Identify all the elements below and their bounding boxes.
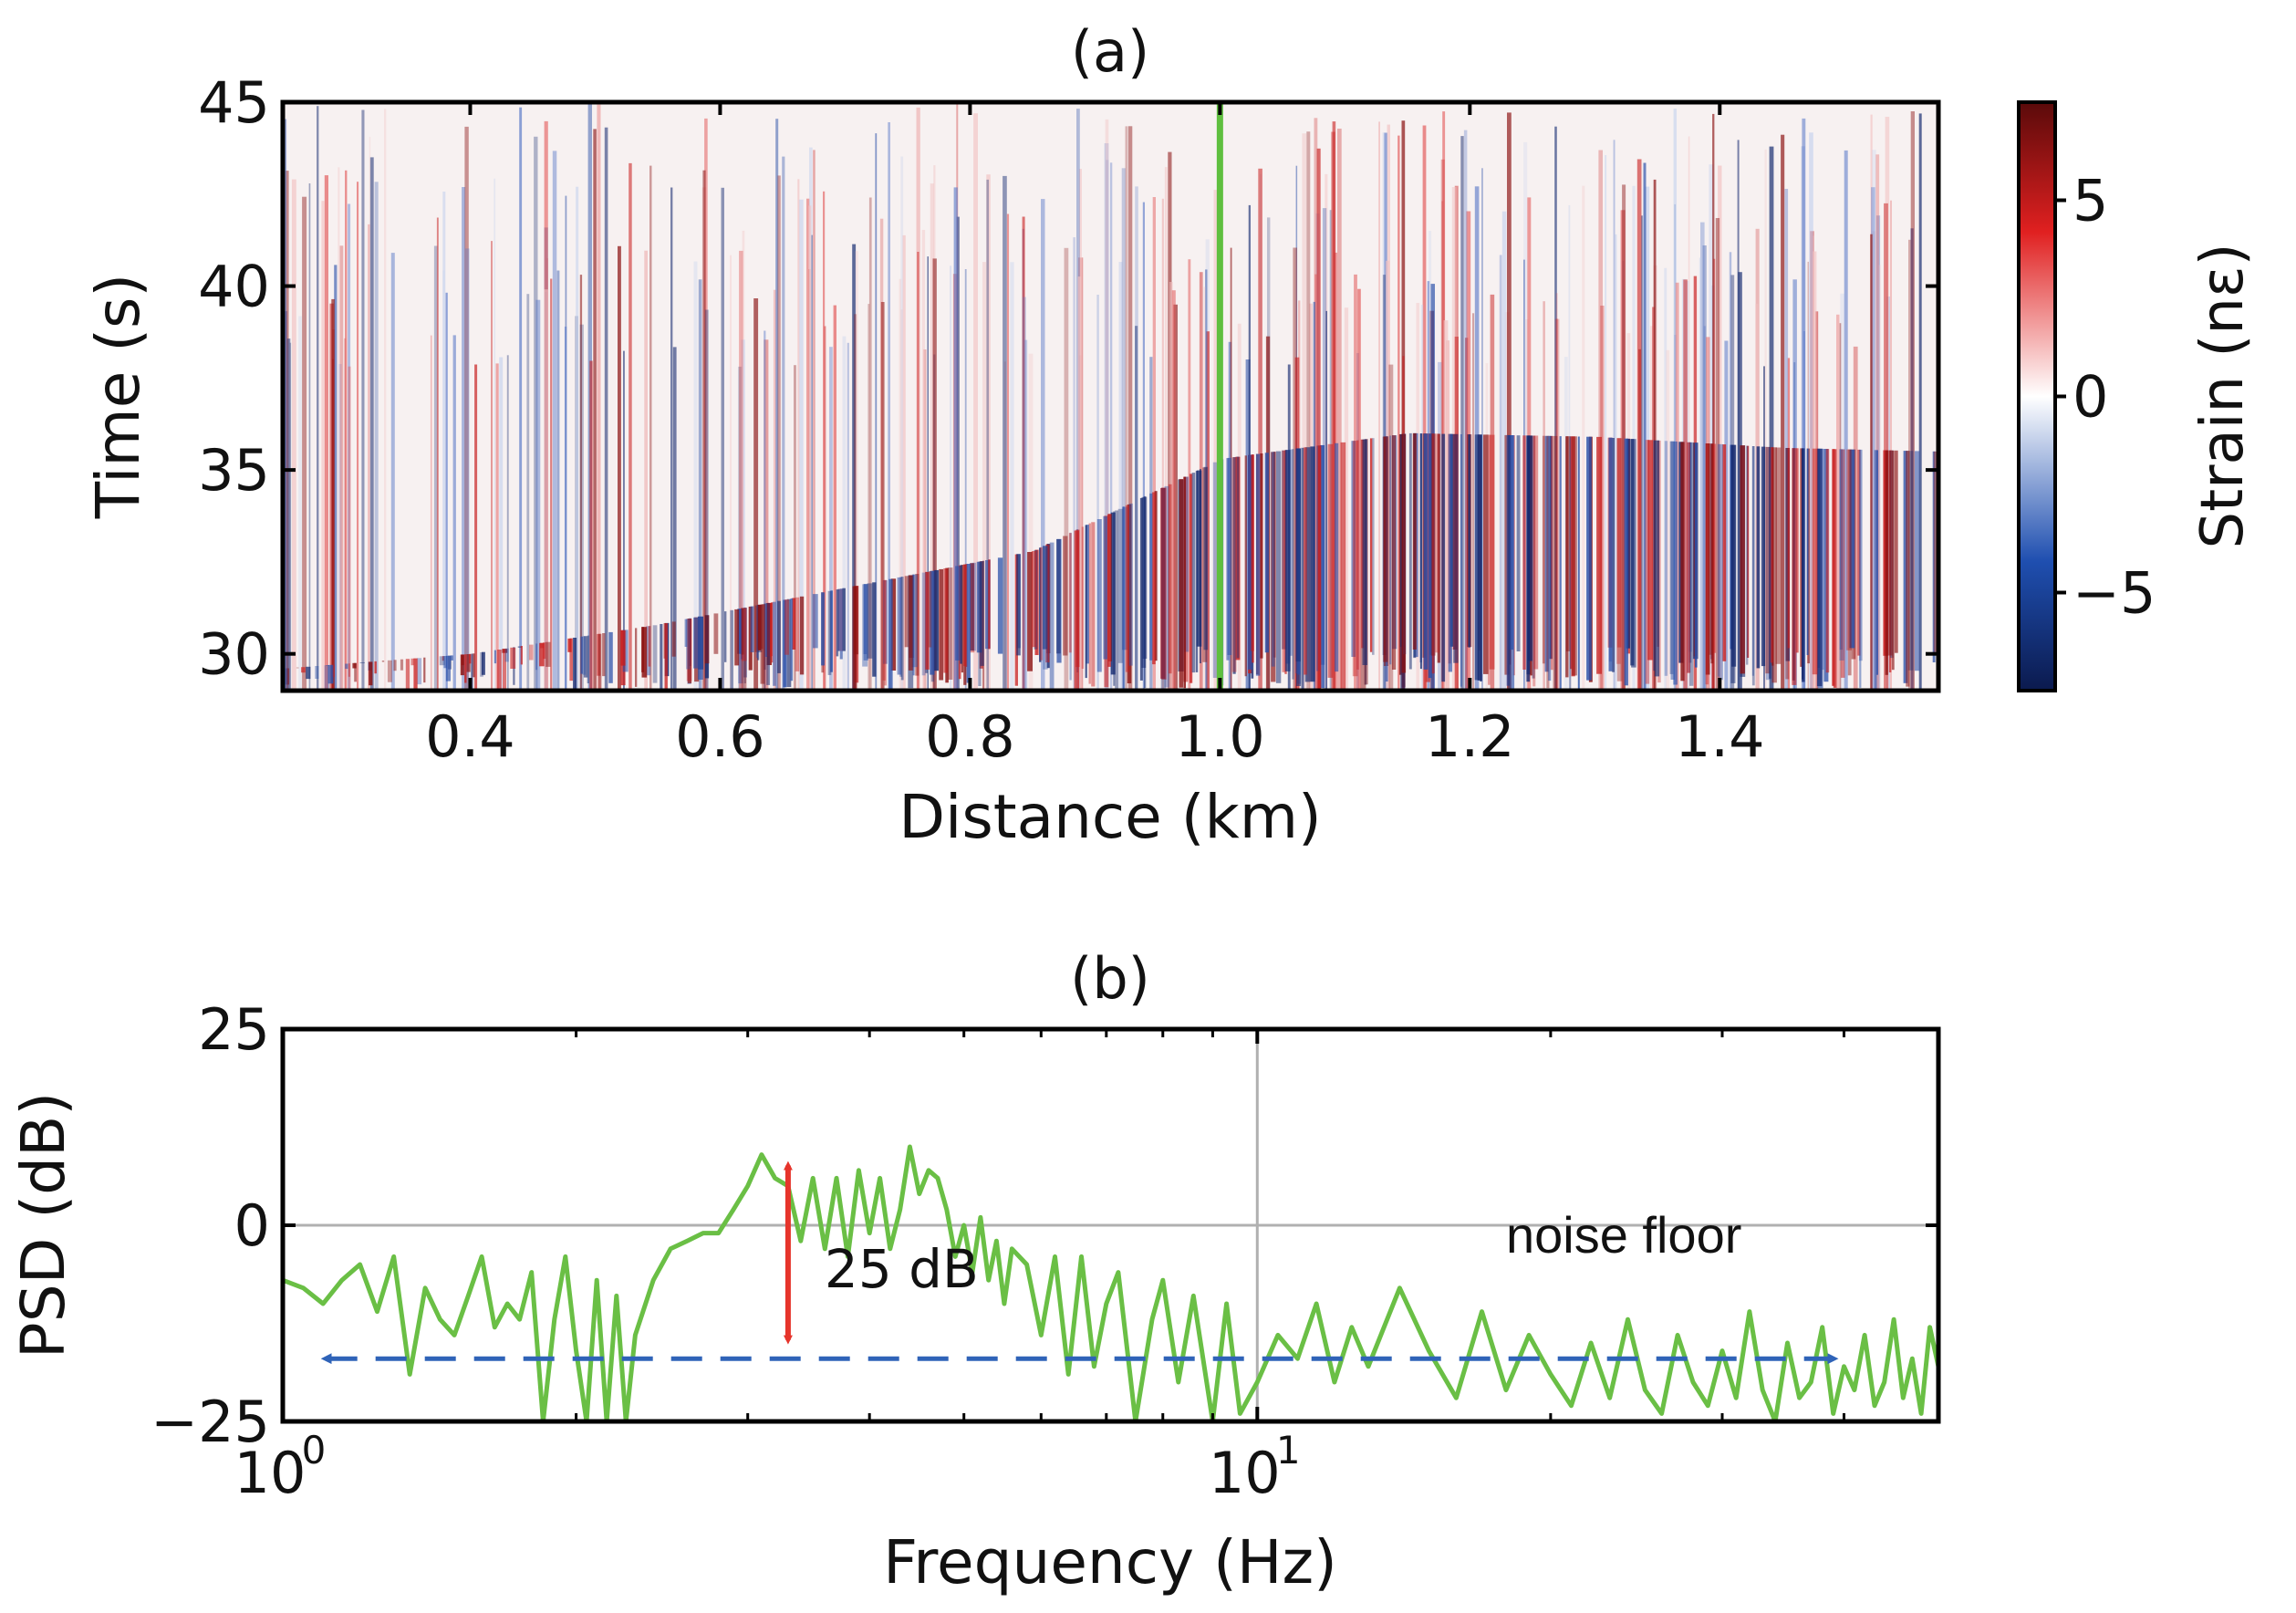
panel-b-y-ticks: −25 0 25	[151, 996, 1938, 1455]
panel-a-frame	[280, 99, 1941, 693]
panel-b-x-tick-exponent: 0	[302, 1428, 327, 1473]
panel-a-x-tick-label: 0.8	[925, 703, 1015, 770]
panel-a-x-tick-label: 1.2	[1425, 703, 1515, 770]
panel-b-y-tick-label: −25	[151, 1389, 270, 1455]
colorbar-tick-label: −5	[2073, 560, 2156, 627]
panel-b-ylabel: PSD (dB)	[8, 1092, 78, 1358]
panel-b-x-tick-exponent: 1	[1276, 1428, 1301, 1473]
panel-a-x-tick-label: 0.6	[675, 703, 765, 770]
panel-b-x-tick-label: 10	[234, 1440, 306, 1506]
panel-a-y-tick-label: 30	[198, 621, 270, 688]
panel-a-y-tick-label: 40	[198, 254, 270, 320]
panel-a-y-ticks: 30 35 40 45	[198, 69, 1938, 688]
panel-b-x-ticks: 100 101	[234, 1029, 1940, 1506]
panel-a-x-tick-label: 1.0	[1175, 703, 1265, 770]
event-region	[285, 432, 1938, 691]
panel-b-title: (b)	[1070, 945, 1150, 1012]
panel-b-x-tick-label: 10	[1209, 1440, 1281, 1506]
noise-floor-label: noise floor	[1506, 1206, 1741, 1264]
panel-a-ylabel: Time (s)	[83, 274, 153, 519]
panel-a-y-tick-label: 35	[198, 437, 270, 504]
heatmap-image	[283, 102, 1938, 691]
colorbar-tick-label: 0	[2073, 364, 2108, 431]
peak-height-label: 25 dB	[825, 1238, 979, 1300]
panel-b-y-tick-label: 25	[198, 996, 270, 1063]
psd-series-line	[283, 1144, 1938, 1421]
colorbar-label: Strain (nε)	[2189, 243, 2257, 548]
panel-a-x-tick-label: 0.4	[425, 703, 515, 770]
colorbar-ticks: −5 0 5	[2055, 168, 2156, 627]
panel-a-title: (a)	[1071, 18, 1149, 85]
panel-a-y-tick-label: 45	[198, 69, 270, 136]
panel-b-y-tick-label: 0	[234, 1192, 270, 1259]
colorbar-tick-label: 5	[2073, 168, 2108, 234]
panel-b-xlabel: Frequency (Hz)	[883, 1527, 1337, 1597]
colorbar: −5 0 5 Strain (nε)	[2017, 100, 2257, 692]
panel-a: (a) 0.4 0.6 0.8 1.0 1.2 1.4 30 35 40 45 Distance…	[83, 18, 2257, 852]
panel-a-x-tick-label: 1.4	[1675, 703, 1765, 770]
panel-a-x-ticks: 0.4 0.6 0.8 1.0 1.2 1.4	[425, 102, 1765, 770]
colorbar-gradient	[2017, 100, 2057, 692]
panel-a-xlabel: Distance (km)	[899, 782, 1322, 852]
